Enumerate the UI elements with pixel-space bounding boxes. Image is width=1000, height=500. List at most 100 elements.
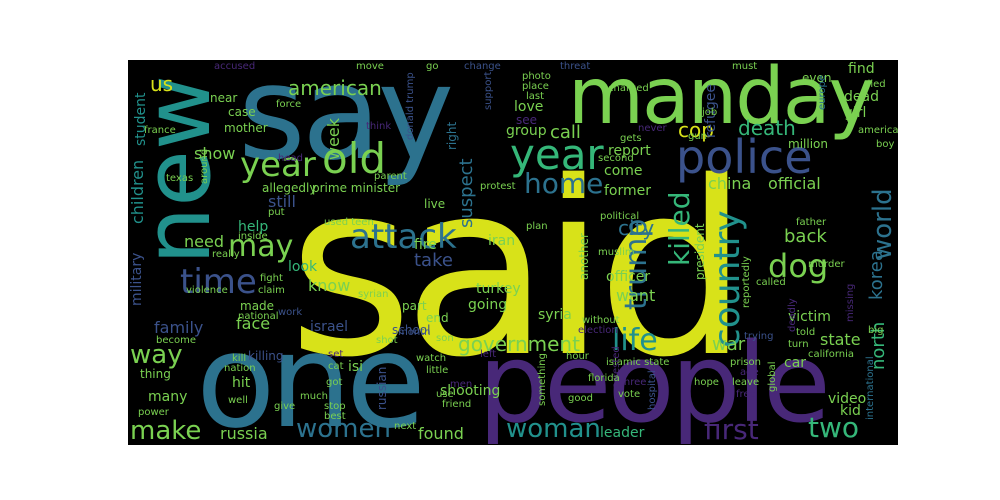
word-look: look xyxy=(288,259,318,275)
word-international: international xyxy=(865,356,876,420)
word-boy: boy xyxy=(876,139,895,150)
word-woman: woman xyxy=(506,414,601,444)
word-fight: fight xyxy=(260,273,283,284)
word-kid: kid xyxy=(840,403,861,419)
word-another: another xyxy=(577,233,591,280)
word-student: student xyxy=(133,92,149,146)
word-support: support xyxy=(483,71,494,110)
word-found: found xyxy=(418,424,464,443)
word-second: second xyxy=(598,153,634,164)
word-korea: korea xyxy=(866,250,887,300)
word-president: president xyxy=(693,223,707,280)
word-face: face xyxy=(236,314,271,333)
word-help: help xyxy=(238,219,269,235)
word-murder: murder xyxy=(808,259,845,270)
word-isi: isi xyxy=(348,359,364,375)
word-even: even xyxy=(802,71,832,85)
word-violence: violence xyxy=(186,285,228,296)
word-syria: syria xyxy=(538,307,572,323)
word-inside: inside xyxy=(238,231,268,242)
word-plan: plan xyxy=(526,221,548,232)
word-france: france xyxy=(144,125,176,136)
word-war: war xyxy=(712,334,746,355)
word-nation: nation xyxy=(224,363,256,374)
word-got: got xyxy=(326,377,343,388)
word-city: city xyxy=(618,216,655,240)
word-stop: stop xyxy=(324,401,346,412)
word-officer: officer xyxy=(606,269,651,285)
word-near: near xyxy=(210,91,238,105)
word-used-teen: used teen xyxy=(324,217,374,228)
word-said: said xyxy=(288,130,749,410)
word-global: global xyxy=(767,361,778,393)
word-set: set xyxy=(328,349,344,360)
word-trying: trying xyxy=(744,331,774,342)
word-free: free xyxy=(736,389,756,400)
word-back: back xyxy=(784,226,827,247)
word-shooting: shooting xyxy=(440,383,501,399)
word-claim: claim xyxy=(258,285,285,296)
word-state: state xyxy=(820,330,861,349)
word-shot: shot xyxy=(376,335,398,346)
word-hope: hope xyxy=(694,377,719,388)
word-live: live xyxy=(424,197,446,211)
word-women: women xyxy=(296,414,391,444)
word-never: never xyxy=(638,123,667,134)
word-accused: accused xyxy=(214,61,256,72)
word-left: left xyxy=(480,349,497,360)
word-family: family xyxy=(154,318,204,337)
word-leave: leave xyxy=(732,377,760,388)
word-use: use xyxy=(436,389,454,400)
word-friend: friend xyxy=(442,399,472,410)
word-us: us xyxy=(150,72,174,96)
word-good: good xyxy=(568,393,593,404)
word-well: well xyxy=(228,395,248,406)
word-part: part xyxy=(402,299,427,313)
word-russian: russian xyxy=(375,366,389,410)
word-year-a: year xyxy=(510,130,604,179)
word-military: military xyxy=(129,252,145,306)
word-kill: kill xyxy=(232,353,247,364)
word-donald-trump: donald trump xyxy=(405,72,416,140)
word-dead: dead xyxy=(844,89,879,105)
word-see: see xyxy=(516,113,538,127)
word-hospital: hospital xyxy=(647,370,658,410)
word-parent: parent xyxy=(374,171,407,182)
word-month: month xyxy=(398,327,431,338)
word-right: right xyxy=(445,121,459,150)
word-texas: texas xyxy=(166,173,194,184)
word-say: say xyxy=(238,60,454,189)
word-become: become xyxy=(156,335,197,346)
word-men: men xyxy=(450,379,473,390)
word-hour: hour xyxy=(566,351,589,362)
word-first: first xyxy=(704,413,759,445)
word-made: made xyxy=(240,299,275,313)
word-islamic-state: islamic state xyxy=(606,357,670,368)
word-children: children xyxy=(128,159,147,224)
word-two: two xyxy=(808,411,860,444)
word-former: former xyxy=(604,183,652,199)
word-time: time xyxy=(180,262,257,302)
word-make: make xyxy=(130,416,202,445)
word-cop: cop xyxy=(678,118,714,142)
word-video: video xyxy=(828,391,867,407)
word-around: around xyxy=(199,148,210,184)
word-many: many xyxy=(148,389,188,405)
word-muslim: muslim xyxy=(598,247,635,258)
word-election: election xyxy=(578,325,618,336)
word-son: son xyxy=(436,333,454,344)
word-allegedly: allegedly xyxy=(262,181,317,195)
word-old: old xyxy=(322,134,387,183)
word-father: father xyxy=(796,217,827,228)
word-people: people xyxy=(478,319,831,445)
word-show: show xyxy=(194,144,236,163)
word-killing: killing xyxy=(248,349,284,363)
word-still: still xyxy=(268,192,296,211)
word-america: america xyxy=(858,125,898,136)
word-job: job xyxy=(702,107,718,118)
word-last: last xyxy=(526,91,545,102)
word-force: force xyxy=(276,99,302,110)
word-group: group xyxy=(506,123,547,139)
word-love: love xyxy=(514,99,544,115)
word-killed: killed xyxy=(663,191,696,266)
